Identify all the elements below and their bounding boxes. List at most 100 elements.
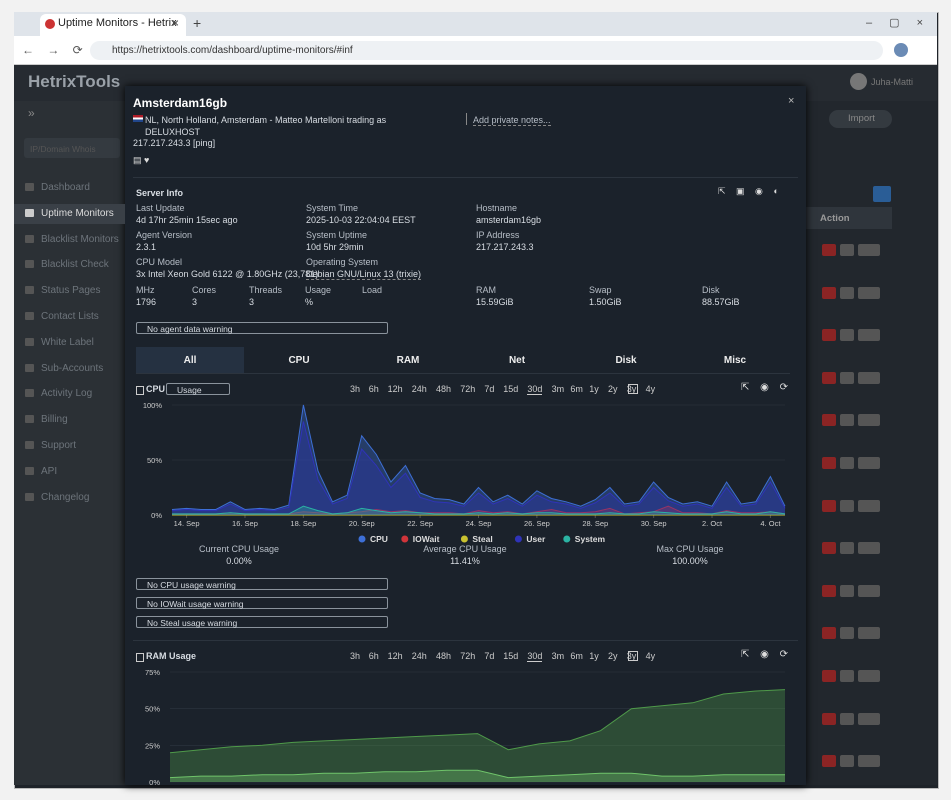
- tab[interactable]: Net: [508, 355, 526, 366]
- range-button[interactable]: 48h: [436, 384, 452, 394]
- row-btn[interactable]: [822, 627, 836, 640]
- search-box[interactable]: [24, 138, 120, 158]
- address-bar[interactable]: [90, 41, 883, 60]
- nav-item[interactable]: Changelog: [41, 491, 90, 503]
- nav-item[interactable]: Contact Lists: [41, 311, 99, 322]
- row-btn[interactable]: [840, 755, 854, 768]
- range-button[interactable]: 30d: [527, 651, 543, 662]
- url[interactable]: https://hetrixtools.com/dashboard/uptime…: [112, 45, 353, 56]
- row-btn[interactable]: [858, 712, 880, 725]
- range-button[interactable]: 48h: [436, 651, 452, 661]
- range-button[interactable]: 3m: [551, 384, 565, 394]
- tab[interactable]: [40, 14, 186, 36]
- range-button[interactable]: 24h: [411, 651, 427, 661]
- modal-close[interactable]: ×: [788, 95, 795, 107]
- row-btn[interactable]: [858, 542, 880, 555]
- row-btn[interactable]: [840, 371, 854, 384]
- chart-select[interactable]: Usage: [166, 383, 230, 395]
- range-button[interactable]: 1y: [589, 384, 599, 394]
- row-btn[interactable]: [840, 414, 854, 427]
- range-button[interactable]: 3y: [626, 384, 637, 394]
- range-button[interactable]: 12h: [387, 651, 403, 661]
- chart-actions[interactable]: ⇱ ◉ ⟳: [741, 382, 789, 393]
- row-btn[interactable]: [858, 584, 880, 597]
- row-btn[interactable]: [840, 712, 854, 725]
- nav-item[interactable]: Sub-Accounts: [41, 362, 104, 374]
- row-btn[interactable]: [822, 670, 836, 682]
- row-btn[interactable]: [858, 371, 880, 384]
- row-btn[interactable]: [840, 457, 854, 469]
- nav-item[interactable]: Support: [41, 440, 77, 451]
- new-tab[interactable]: +: [193, 15, 202, 31]
- calendar-icon[interactable]: [628, 651, 638, 661]
- range-button[interactable]: 2y: [608, 384, 618, 394]
- range-button[interactable]: 72h: [460, 651, 476, 661]
- row-btn[interactable]: [858, 286, 880, 299]
- nav-item[interactable]: Blacklist Check: [41, 259, 109, 271]
- row-btn[interactable]: [840, 329, 854, 342]
- row-btn[interactable]: [822, 286, 836, 299]
- range-button[interactable]: 6m: [570, 651, 583, 661]
- range-button[interactable]: 12h: [387, 384, 403, 394]
- user-name[interactable]: Juha-Matti: [871, 77, 914, 87]
- row-btn[interactable]: [858, 244, 880, 256]
- chart-actions[interactable]: ⇱ ◉ ⟳: [741, 649, 789, 660]
- range-button[interactable]: 3h: [350, 651, 361, 661]
- icons[interactable]: ▤ ♥: [133, 155, 150, 165]
- server-ip[interactable]: 217.217.243.3 [ping]: [133, 138, 216, 148]
- tab[interactable]: All: [183, 355, 197, 366]
- row-btn[interactable]: [858, 329, 880, 342]
- range-button[interactable]: 6h: [368, 651, 379, 661]
- tab[interactable]: CPU: [288, 355, 310, 366]
- warning-select[interactable]: No Steal usage warning: [136, 616, 388, 628]
- tab-title[interactable]: Uptime Monitors - Hetrix: [58, 17, 177, 29]
- row-btn[interactable]: [822, 712, 836, 725]
- row-btn[interactable]: [858, 670, 880, 682]
- range-button[interactable]: 6m: [570, 384, 583, 394]
- nav-item[interactable]: Status Pages: [41, 285, 101, 297]
- row-btn[interactable]: [840, 286, 854, 299]
- nav-buttons[interactable]: ← → ⟳: [22, 43, 83, 57]
- row-btn[interactable]: [822, 755, 836, 768]
- tab[interactable]: RAM: [396, 355, 420, 366]
- row-btn[interactable]: [822, 584, 836, 597]
- range-button[interactable]: 72h: [460, 384, 476, 394]
- nav-item[interactable]: Activity Log: [41, 388, 93, 400]
- back-button[interactable]: [873, 186, 891, 202]
- range-button[interactable]: 3m: [551, 651, 565, 661]
- nav-item[interactable]: White Label: [41, 336, 94, 348]
- info-icons[interactable]: ⇱ ▣ ◉ ◐: [718, 186, 779, 196]
- range-button[interactable]: 15d: [503, 384, 519, 394]
- row-btn[interactable]: [840, 499, 854, 512]
- row-btn[interactable]: [858, 627, 880, 640]
- nav-item[interactable]: Billing: [41, 414, 68, 426]
- import-label[interactable]: Import: [848, 113, 875, 124]
- row-btn[interactable]: [822, 244, 836, 256]
- range-button[interactable]: 24h: [411, 384, 427, 394]
- tab[interactable]: Disk: [615, 355, 637, 366]
- tab[interactable]: Misc: [723, 355, 747, 366]
- logo[interactable]: HetrixTools: [28, 72, 121, 91]
- row-btn[interactable]: [822, 329, 836, 342]
- row-btn[interactable]: [840, 627, 854, 640]
- private-notes[interactable]: Add private notes...: [473, 115, 551, 126]
- row-btn[interactable]: [822, 499, 836, 512]
- row-btn[interactable]: [840, 584, 854, 597]
- row-btn[interactable]: [858, 755, 880, 768]
- row-btn[interactable]: [822, 542, 836, 555]
- range-button[interactable]: 7d: [484, 384, 495, 394]
- nav-item[interactable]: API: [41, 465, 58, 477]
- row-btn[interactable]: [858, 499, 880, 512]
- profile-icon[interactable]: [894, 43, 908, 57]
- warning-select[interactable]: No IOWait usage warning: [136, 597, 388, 609]
- range-button[interactable]: 1y: [589, 651, 599, 661]
- tab-close[interactable]: ×: [172, 16, 180, 30]
- range-button[interactable]: 3y: [626, 651, 637, 661]
- range-button[interactable]: 4y: [645, 651, 656, 661]
- row-btn[interactable]: [840, 670, 854, 682]
- row-btn[interactable]: [822, 414, 836, 427]
- nav-item[interactable]: Blacklist Monitors: [41, 233, 119, 245]
- calendar-icon[interactable]: [628, 384, 638, 394]
- range-button[interactable]: 3h: [350, 384, 361, 394]
- row-btn[interactable]: [840, 244, 854, 256]
